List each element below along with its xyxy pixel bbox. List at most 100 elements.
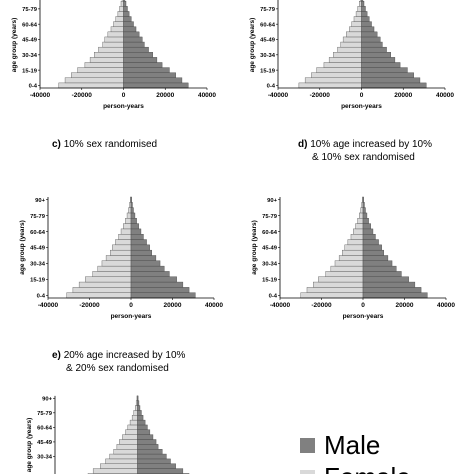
bar-male-65-69 [137,419,146,426]
bar-female-50-54 [347,239,364,246]
y-tick-label: 45-49 [30,246,46,252]
bar-female-10-14 [313,281,364,288]
caption-e-text-line1: 20% age increased by 10% [63,350,186,361]
bar-female-80-84 [120,1,124,7]
x-tick-label: -40000 [38,302,59,309]
y-tick-label: 60-64 [22,22,38,28]
y-tick-label: 30-34 [30,262,46,268]
bar-male-80-84 [137,405,141,411]
bar-female-35-39 [337,46,362,53]
bar-female-55-59 [349,26,362,33]
legend-female-swatch [300,470,315,474]
bar-male-40-44 [362,249,384,256]
bar-female-70-74 [357,218,364,224]
y-tick-label: 75-79 [262,214,278,220]
bar-female-40-44 [340,41,362,48]
bar-male-85-89 [362,202,365,208]
y-tick-label: 90+ [42,396,52,402]
legend-female-label: Female [324,462,411,474]
bar-female-65-69 [123,223,132,230]
bar-male-5-9 [362,287,422,293]
bar-female-45-49 [344,244,364,251]
bar-female-15-19 [92,468,138,474]
y-axis-label: age group (years) [251,220,258,275]
bar-female-65-69 [355,223,364,230]
bar-female-10-14 [78,281,132,288]
bar-female-40-44 [116,444,138,450]
x-tick-label: 40000 [436,92,454,99]
bar-female-55-59 [110,26,124,33]
bar-female-20-24 [92,271,132,277]
bar-male-10-14 [361,72,414,78]
bar-female-70-74 [355,11,362,17]
bar-male-65-69 [361,16,370,22]
bar-female-25-29 [105,458,138,464]
bar-female-10-14 [71,72,124,78]
bar-male-25-29 [137,458,171,464]
bar-female-70-74 [131,415,138,421]
bar-female-75-79 [119,6,124,12]
bar-male-0-4 [361,82,427,89]
x-tick-label: 40000 [205,302,223,309]
bar-male-75-79 [362,212,368,219]
bar-male-70-74 [123,11,130,17]
bar-male-25-29 [130,265,165,272]
x-tick-label: -20000 [72,92,93,99]
bar-female-75-79 [357,6,362,12]
legend-male-swatch [300,438,315,453]
x-tick-label: 40000 [437,302,455,309]
bar-male-80-84 [130,207,134,214]
bar-male-30-34 [137,453,167,460]
x-tick-label: -40000 [30,92,51,99]
bar-female-15-19 [318,276,364,283]
y-tick-label: 15-19 [22,68,38,74]
bar-female-35-39 [105,255,132,261]
y-tick-label: 90+ [35,198,45,204]
y-tick-label: 60-64 [30,230,46,236]
bar-male-55-59 [362,234,376,240]
bar-male-10-14 [362,281,416,288]
y-tick-label: 75-79 [30,214,46,220]
bar-female-75-79 [126,212,132,219]
bar-male-90+ [130,196,132,203]
bar-male-80-84 [361,1,365,7]
y-tick-label: 60-64 [260,22,276,28]
bar-female-45-49 [119,439,138,445]
bar-male-5-9 [361,77,421,84]
x-axis-label: person-years [103,103,144,110]
bar-male-15-19 [362,276,409,283]
bar-female-80-84 [135,405,138,411]
bar-female-40-44 [102,41,124,48]
bar-female-45-49 [342,36,362,43]
bar-male-45-49 [362,244,382,251]
bar-male-50-54 [362,239,379,246]
bar-female-55-59 [350,234,364,240]
bar-male-30-34 [361,52,391,58]
bar-female-85-89 [135,400,138,406]
bar-male-85-89 [130,202,133,208]
bar-male-35-39 [130,255,157,261]
bar-male-35-39 [123,46,149,53]
bar-female-65-69 [353,16,362,22]
bar-female-0-4 [298,82,362,89]
bar-female-0-4 [300,292,364,299]
y-axis-label: age group (years) [11,18,18,73]
bar-female-30-34 [94,52,124,58]
bar-male-35-39 [361,46,387,53]
chart-panel-d: -40000 -20000 0 20000 40000 person-years 0-4 15… [251,196,455,320]
bar-male-75-79 [361,6,366,12]
bar-male-20-24 [361,62,401,68]
y-tick-label: 30-34 [262,262,278,268]
bar-female-55-59 [118,234,132,240]
bar-male-0-4 [123,82,189,89]
bar-female-25-29 [97,265,132,272]
x-tick-label: 0 [360,92,364,99]
bar-female-30-34 [101,260,132,267]
x-axis-label: person-years [341,103,382,110]
bar-male-10-14 [130,281,184,288]
y-tick-label: 15-19 [262,278,278,284]
bar-male-40-44 [361,41,383,48]
bar-female-10-14 [311,72,362,78]
bar-male-65-69 [362,223,371,230]
bar-male-15-19 [123,67,170,73]
